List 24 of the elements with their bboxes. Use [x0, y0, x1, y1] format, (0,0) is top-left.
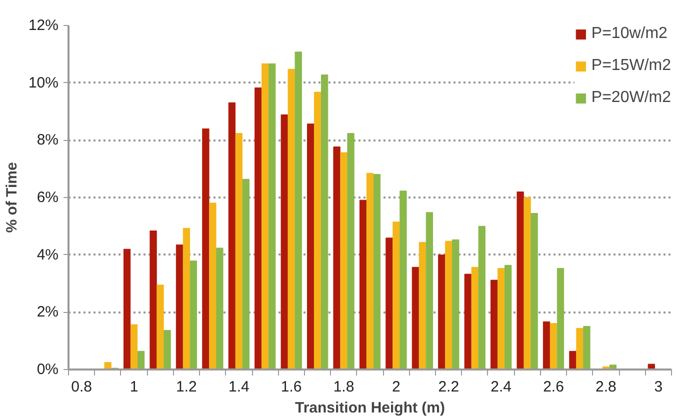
x-tick-label: 3: [654, 378, 663, 396]
x-tick-label: 2.4: [490, 378, 512, 396]
y-tick-label: 0%: [36, 361, 59, 378]
x-tick-label: 1: [130, 378, 138, 396]
x-tick-label: 2.2: [438, 378, 460, 396]
x-axis-title: Transition Height (m): [295, 400, 446, 416]
x-tick-label: 1.4: [228, 378, 250, 396]
y-tick-label: 4%: [36, 246, 59, 264]
x-tick-label: 2.6: [543, 378, 564, 396]
y-tick-label: 6%: [36, 189, 59, 206]
x-tick-label: 1.2: [176, 378, 197, 396]
legend-label: P=20W/m2: [591, 89, 671, 107]
y-tick-label: 12%: [28, 17, 59, 34]
y-tick-label: 10%: [28, 74, 59, 92]
legend-label: P=10w/m2: [591, 25, 668, 43]
x-tick-label: 1.6: [280, 378, 302, 396]
y-tick-label: 2%: [36, 304, 59, 321]
x-tick-label: 1.8: [333, 378, 354, 396]
y-axis-title: % of Time: [3, 162, 20, 233]
x-tick-label: 0.8: [71, 378, 92, 396]
x-tick-label: 2: [392, 378, 400, 396]
x-tick-label: 2.8: [596, 378, 616, 396]
y-tick-label: 8%: [36, 132, 59, 149]
legend-label: P=15W/m2: [591, 57, 671, 75]
